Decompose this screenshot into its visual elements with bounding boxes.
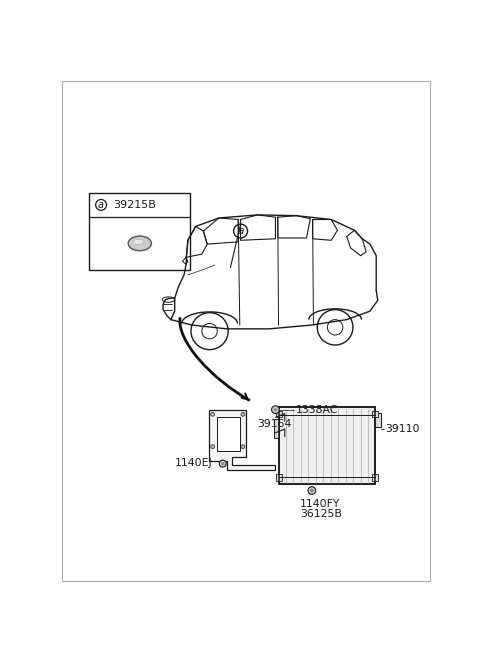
Text: 1338AC: 1338AC: [296, 405, 338, 415]
Text: 39215B: 39215B: [113, 200, 156, 210]
Circle shape: [211, 413, 215, 416]
Circle shape: [211, 445, 215, 449]
Text: 36125B: 36125B: [300, 510, 342, 519]
Text: 1140EJ: 1140EJ: [175, 458, 213, 468]
Text: 39164: 39164: [258, 419, 292, 428]
Polygon shape: [217, 417, 240, 451]
Circle shape: [241, 413, 245, 416]
Circle shape: [219, 460, 226, 467]
Circle shape: [310, 489, 314, 493]
Circle shape: [234, 224, 248, 238]
Text: a: a: [238, 226, 244, 236]
Text: 39110: 39110: [385, 424, 420, 434]
Bar: [89, 193, 190, 270]
Bar: [375, 413, 381, 426]
Circle shape: [274, 408, 277, 411]
Circle shape: [241, 445, 245, 449]
Ellipse shape: [128, 236, 152, 251]
Circle shape: [221, 462, 224, 465]
Polygon shape: [209, 409, 276, 470]
Bar: [278, 407, 375, 485]
Ellipse shape: [133, 239, 144, 244]
Text: a: a: [98, 200, 104, 210]
Bar: [372, 411, 378, 417]
Bar: [372, 474, 378, 481]
Circle shape: [272, 406, 279, 413]
Bar: [276, 411, 282, 417]
Bar: [278, 407, 375, 485]
Circle shape: [308, 487, 316, 495]
Bar: [274, 419, 278, 438]
Bar: [276, 474, 282, 481]
Text: 1140FY: 1140FY: [300, 499, 341, 510]
